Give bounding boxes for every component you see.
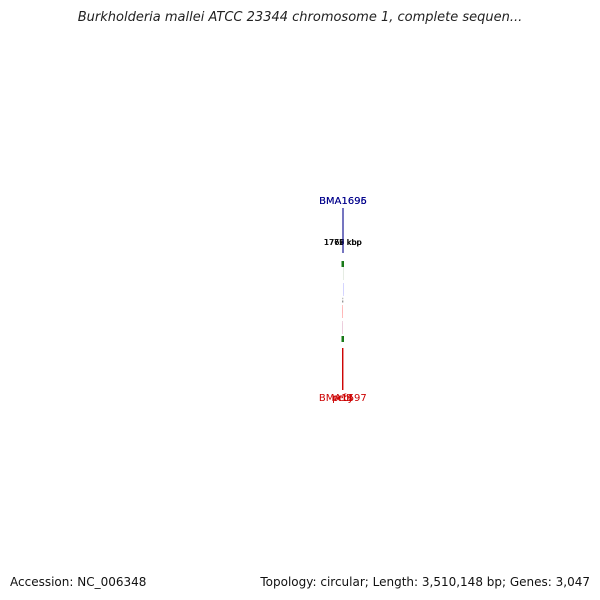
gene-label-text: prfB [332, 393, 353, 404]
backbone-layer [342, 297, 344, 303]
gene-label-text: BMA1695 [319, 196, 367, 207]
features-layer [342, 267, 344, 335]
accession-text: Accession: NC_006348 [10, 575, 147, 589]
gene-label-BMA1697[interactable]: BMA1697 [319, 347, 367, 404]
gene-label-text: BMA1696 [319, 196, 367, 207]
gene-label-text: recJ [333, 393, 352, 404]
topology-summary: Topology: circular; Length: 3,510,148 bp… [260, 575, 590, 589]
gene-label-text: BMA1697 [319, 393, 367, 404]
map-title: Burkholderia mallei ATCC 23344 chromosom… [77, 10, 523, 25]
gene-label-BMA1695[interactable]: BMA1695 [319, 196, 367, 254]
